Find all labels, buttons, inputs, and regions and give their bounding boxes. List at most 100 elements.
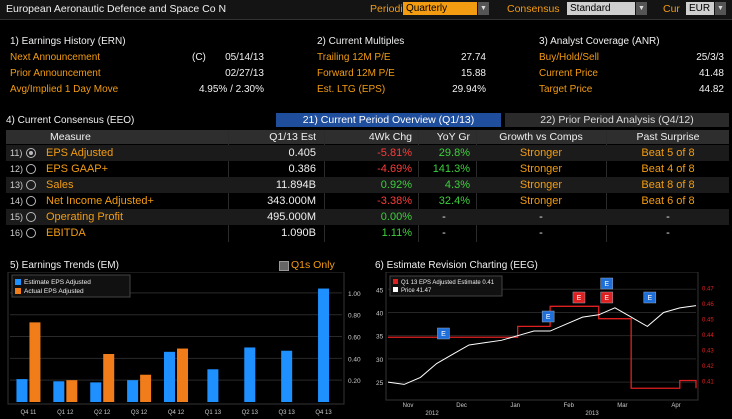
revision-charting-title[interactable]: 6) Estimate Revision Charting (EEG)	[375, 260, 538, 271]
x-tick-label: Q4 12	[168, 410, 185, 416]
row-growth: -	[539, 211, 543, 223]
row-radio[interactable]	[26, 164, 36, 174]
event-marker-icon	[572, 291, 586, 304]
x-tick-label: Mar	[617, 403, 627, 409]
tab-prior-period[interactable]: 22) Prior Period Analysis (Q4/12)	[505, 113, 729, 127]
tab-current-period[interactable]: 21) Current Period Overview (Q1/13)	[276, 113, 501, 127]
row-measure[interactable]: Sales	[46, 179, 74, 191]
consensus-title[interactable]: 4) Current Consensus (EEO)	[6, 115, 135, 126]
row-yoy: 32.4%	[438, 195, 470, 207]
row-yoy: -	[442, 211, 446, 223]
currency-label: Cur	[663, 3, 680, 15]
table-row[interactable]: 14) Net Income Adjusted+ 343.000M -3.38%…	[6, 193, 729, 209]
right-tick-label: 0.41	[702, 380, 714, 386]
currency-select[interactable]: EUR	[686, 2, 714, 15]
row-measure[interactable]: EPS GAAP+	[46, 163, 109, 175]
event-marker-label: E	[441, 331, 446, 338]
earnings-trends-title[interactable]: 5) Earnings Trends (EM)	[10, 260, 119, 271]
right-tick-label: 0.42	[702, 364, 714, 370]
q1s-only-label: Q1s Only	[291, 259, 335, 271]
row-chg: 0.92%	[380, 179, 412, 191]
row-number: 15)	[10, 212, 24, 222]
event-marker-icon	[437, 327, 450, 340]
bar-estimate	[281, 350, 293, 402]
table-row[interactable]: 13) Sales 11.894B 0.92% 4.3% Stronger Be…	[6, 177, 729, 193]
x-tick-label: Q2 13	[242, 410, 259, 416]
current-price-value: 41.48	[698, 68, 724, 79]
row-measure[interactable]: EPS Adjusted	[46, 147, 114, 159]
left-tick-label: 35	[376, 334, 384, 341]
table-row[interactable]: 15) Operating Profit 495.000M 0.00% - - …	[6, 209, 729, 225]
bar-estimate	[53, 381, 65, 402]
col-est: Q1/13 Est	[269, 131, 316, 143]
currency-dropdown-icon[interactable]: ▼	[715, 2, 726, 15]
row-est: 1.090B	[281, 227, 316, 239]
x-tick-label: Q2 12	[94, 410, 111, 416]
prior-announcement-label: Prior Announcement	[10, 68, 101, 79]
bar-estimate	[16, 379, 28, 402]
analyst-coverage-title[interactable]: 3) Analyst Coverage (ANR)	[539, 36, 660, 47]
periodicity-select[interactable]: Quarterly	[403, 2, 477, 15]
consensus-dropdown-icon[interactable]: ▼	[636, 2, 647, 15]
row-chg: -4.69%	[377, 163, 412, 175]
bar-estimate	[318, 288, 330, 402]
right-tick-label: 0.46	[702, 302, 714, 308]
row-yoy: 141.3%	[432, 163, 470, 175]
row-number: 12)	[10, 164, 24, 174]
year-label: 2013	[585, 411, 599, 417]
row-number: 14)	[10, 196, 24, 206]
col-past-surprise: Past Surprise	[636, 131, 700, 143]
event-marker-icon	[600, 291, 613, 304]
x-tick-label: Q3 13	[278, 410, 295, 416]
right-tick-label: 0.45	[702, 318, 714, 324]
legend-swatch-actual	[15, 288, 21, 294]
row-surprise: Beat 5 of 8	[641, 147, 695, 159]
row-measure[interactable]: Net Income Adjusted+	[46, 195, 154, 207]
est-ltg-label: Est. LTG (EPS)	[317, 84, 386, 95]
buy-hold-sell-value: 25/3/3	[696, 52, 724, 63]
legend-swatch-price	[393, 287, 398, 292]
row-yoy: 29.8%	[438, 147, 470, 159]
table-row[interactable]: 12) EPS GAAP+ 0.386 -4.69% 141.3% Strong…	[6, 161, 729, 177]
legend-label-actual: Actual EPS Adjusted	[24, 288, 84, 295]
left-tick-label: 25	[376, 380, 384, 387]
y-tick-label: 0.40	[348, 356, 361, 363]
table-row[interactable]: 16) EBITDA 1.090B 1.11% - - -	[6, 225, 729, 241]
table-row[interactable]: 11) EPS Adjusted 0.405 -5.81% 29.8% Stro…	[6, 145, 729, 161]
q1s-only-checkbox[interactable]	[279, 261, 289, 271]
row-growth: Stronger	[519, 179, 563, 191]
row-surprise: -	[666, 227, 670, 239]
bar-estimate	[207, 369, 219, 402]
next-announcement-label: Next Announcement	[10, 52, 101, 63]
periodicity-dropdown-icon[interactable]: ▼	[478, 2, 489, 15]
bar-estimate	[127, 380, 139, 402]
earnings-history-title[interactable]: 1) Earnings History (ERN)	[10, 36, 126, 47]
x-tick-label: Dec	[456, 403, 467, 409]
row-number: 11)	[10, 148, 23, 158]
right-tick-label: 0.47	[702, 287, 714, 293]
row-radio[interactable]	[26, 148, 36, 158]
row-chg: 0.00%	[380, 211, 412, 223]
row-measure[interactable]: Operating Profit	[46, 211, 124, 223]
x-tick-label: Q1 12	[57, 410, 74, 416]
avg-move-value: 4.95% / 2.30%	[198, 84, 264, 95]
x-tick-label: Q1 13	[205, 410, 222, 416]
est-ltg-value: 29.94%	[452, 84, 486, 95]
row-radio[interactable]	[26, 212, 36, 222]
consensus-select[interactable]: Standard	[567, 2, 635, 15]
legend-label-estimate: Estimate EPS Adjusted	[24, 279, 91, 286]
row-growth: Stronger	[519, 147, 563, 159]
current-multiples-title[interactable]: 2) Current Multiples	[317, 36, 405, 47]
consensus-label: Consensus	[507, 3, 560, 15]
bar-estimate	[164, 351, 175, 402]
row-measure[interactable]: EBITDA	[46, 227, 86, 239]
row-radio[interactable]	[26, 228, 36, 238]
event-marker-label: E	[604, 295, 609, 302]
y-tick-label: 0.60	[348, 335, 361, 342]
row-radio[interactable]	[26, 196, 36, 206]
next-announcement-flag: (C)	[192, 52, 206, 63]
row-radio[interactable]	[26, 180, 36, 190]
legend-label-price: Price 41.47	[401, 288, 432, 294]
row-est: 0.405	[288, 147, 316, 159]
